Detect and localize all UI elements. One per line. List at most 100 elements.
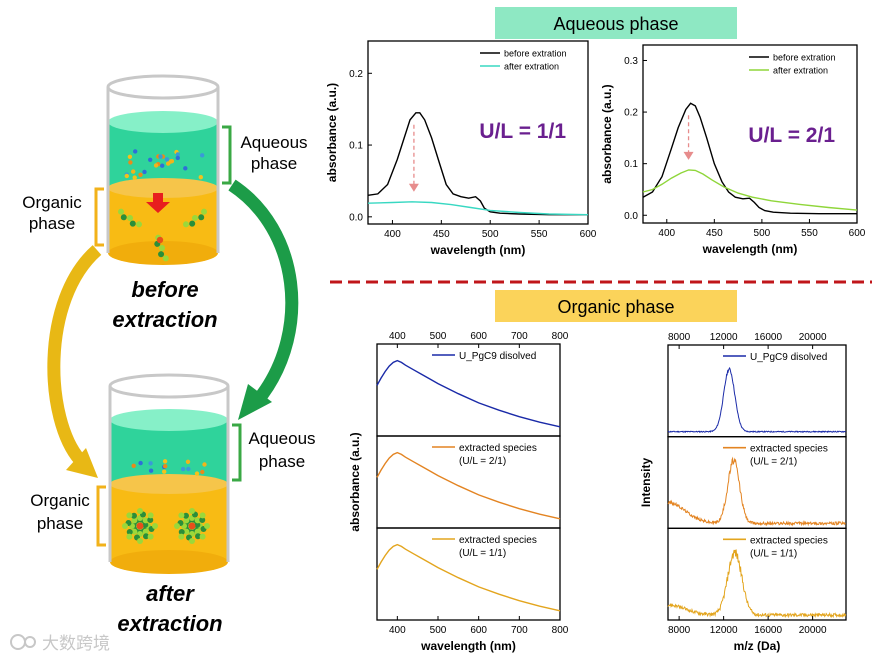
ion-dot [166, 161, 171, 166]
bracket-organic-top [94, 187, 104, 247]
y-tick-label: 0.2 [349, 69, 363, 80]
label-aqueous-top-2: phase [251, 154, 297, 173]
ligand-bead [147, 533, 154, 540]
ligand-molecule [182, 208, 208, 228]
x-tick-label: 450 [706, 228, 723, 239]
ligand-bead [137, 538, 143, 544]
uranyl-ion [156, 236, 164, 244]
chart-org1: U_PgC9 disolved extracted species (U/L = 2… [348, 331, 569, 653]
banner-organic-label: Organic phase [557, 297, 674, 317]
ion-dot [124, 173, 129, 179]
series-line [376, 543, 561, 612]
ligand-bead [158, 251, 165, 258]
ligand-bead [126, 512, 133, 519]
ligand-bead [178, 512, 185, 519]
ligand-bead [131, 517, 138, 524]
chart-org2: U_PgC9 disolved extracted species (U/L = 2… [639, 332, 847, 653]
ion-dot [186, 466, 191, 472]
x-tick-label: 400 [384, 229, 401, 240]
ion-dot [132, 175, 137, 180]
watermark-logo-icon-2 [24, 636, 36, 648]
beaker-after-rim [108, 373, 230, 399]
x-tick-label: 600 [849, 228, 866, 239]
ratio-annotation: U/L = 2/1 [748, 124, 835, 147]
ligand-bead [194, 528, 201, 535]
ligand-bead [142, 528, 149, 535]
ion-dot [185, 459, 191, 464]
ligand-bead [194, 517, 201, 524]
x-axis-label: wavelength (nm) [702, 242, 798, 256]
watermark: 大数跨境 [10, 634, 110, 653]
legend-label: extracted species [750, 444, 828, 455]
ion-dot [202, 462, 207, 467]
ligand-bead [183, 528, 190, 535]
legend-label: before extration [504, 49, 567, 59]
x-tick-label: 400 [658, 228, 675, 239]
ligand-bead [189, 538, 195, 544]
caption-after-1: after [146, 581, 195, 606]
beaker-after-organic-bottom [110, 550, 228, 574]
x-tick-label: 400 [389, 625, 406, 636]
beaker-before [106, 74, 220, 265]
series-line [367, 201, 589, 216]
ion-dot [162, 459, 168, 464]
ligand-bead [199, 516, 206, 523]
label-aqueous-top-1: Aqueous [240, 133, 307, 152]
ligand-bead [194, 521, 201, 528]
bracket-aqueous-bottom [232, 423, 242, 482]
ligand-bead [162, 255, 169, 262]
curved-arrow-green-head [238, 384, 272, 420]
legend-label: extracted species [459, 535, 537, 546]
legend-label: (U/L = 1/1) [459, 548, 506, 559]
ligand-bead [143, 533, 150, 540]
y-tick-label: 0.1 [624, 159, 638, 170]
curved-arrow-yellow-head [66, 448, 98, 478]
ligand-bead [189, 508, 195, 514]
ligand-bead [117, 208, 124, 215]
ligand-bead [126, 529, 133, 536]
ligand-bead [182, 512, 189, 519]
label-aqueous-bottom-1: Aqueous [248, 429, 315, 448]
y-tick-label: 0.0 [624, 211, 638, 222]
series-line [667, 456, 847, 527]
x-tick-label-top: 600 [470, 331, 487, 342]
ion-dot [148, 468, 154, 473]
ligand-bead [137, 508, 143, 514]
ligand-bead [152, 523, 158, 529]
ion-dot [138, 172, 143, 177]
ion-dot [164, 157, 170, 162]
ion-dot [200, 153, 205, 158]
ligand-bead [195, 533, 202, 540]
beaker-before-aqueous-top [108, 111, 218, 133]
beaker-after-molecules [122, 508, 210, 544]
ion-dot [175, 152, 180, 157]
legend-label: (U/L = 2/1) [750, 457, 797, 468]
beaker-before-interface [108, 178, 218, 198]
ion-dot [160, 163, 165, 168]
ion-dot [169, 159, 175, 164]
label-organic-top-1: Organic [22, 193, 82, 212]
y-tick-label: 0.3 [624, 56, 638, 67]
ligand-bead [199, 533, 206, 540]
banner-organic [495, 290, 737, 322]
down-arrow-icon [146, 193, 170, 213]
x-tick-label: 20000 [799, 625, 827, 636]
panel-frame [376, 527, 561, 621]
x-tick-label: 12000 [710, 625, 738, 636]
ion-dot [133, 149, 138, 154]
ligand-bead [183, 517, 190, 524]
y-axis-label: absorbance (a.u.) [348, 432, 362, 531]
chart-aq2: 400 450 500 550 600 0.0 0.1 0.2 0.3 wavelength (n… [600, 44, 866, 256]
curved-arrow-yellow [47, 245, 102, 465]
x-tick-label-top: 12000 [710, 332, 738, 343]
ligand-bead [126, 533, 133, 540]
plot-frame [367, 40, 589, 225]
ligand-bead [178, 529, 185, 536]
panel-frame [667, 527, 847, 621]
ligand-bead [130, 512, 137, 519]
x-tick-label: 500 [482, 229, 499, 240]
x-axis-label: wavelength (nm) [430, 243, 526, 257]
x-tick-label: 600 [580, 229, 597, 240]
ligand-bead [136, 221, 143, 228]
